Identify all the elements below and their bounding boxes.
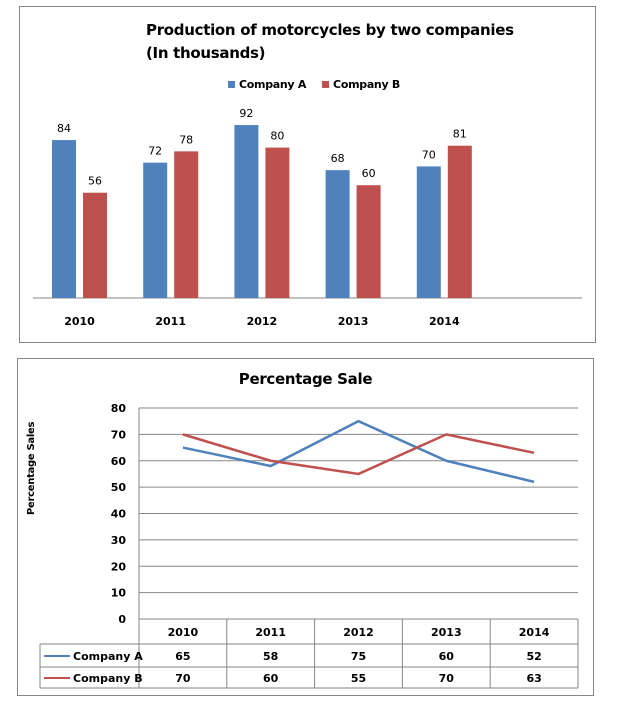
- legend-item-company-a: Company A: [228, 78, 306, 91]
- y-tick-label: 60: [111, 455, 127, 468]
- table-cell-value: 60: [263, 672, 279, 685]
- bar-data-label: 68: [331, 152, 345, 165]
- table-header-year: 2014: [519, 626, 550, 639]
- bar-company-a-2011: [143, 162, 168, 298]
- production-chart-panel: Production of motorcycles by two compani…: [19, 6, 596, 343]
- bar-company-b-2014: [447, 145, 472, 298]
- table-cell-value: 70: [175, 672, 191, 685]
- percentage-chart-panel: Percentage Sale: [17, 358, 594, 696]
- table-header-year: 2010: [168, 626, 199, 639]
- y-tick-label: 10: [111, 587, 127, 600]
- bar-data-label: 80: [270, 130, 284, 143]
- bar-data-label: 78: [179, 133, 193, 146]
- legend-label: Company B: [333, 78, 400, 91]
- bar-data-label: 81: [453, 128, 467, 141]
- bar-company-b-2010: [83, 192, 107, 298]
- legend-swatch-company-a: [228, 81, 235, 88]
- line-company-a: [182, 419, 535, 484]
- legend-item-company-b: Company B: [322, 78, 400, 91]
- y-tick-label: 20: [111, 560, 127, 573]
- legend-swatch-company-b: [322, 81, 330, 88]
- bar-company-b-2013: [356, 185, 381, 298]
- bar-data-label: 60: [362, 167, 376, 180]
- chart-title-line1: Production of motorcycles by two compani…: [146, 21, 514, 39]
- bar-chart: 84 56 2010 72 78 2011 92 80 2012 68 60 2013 70 81 2014: [33, 107, 582, 328]
- y-tick-label: 40: [111, 508, 127, 521]
- table-cell-value: 60: [439, 650, 455, 663]
- y-tick-label: 0: [118, 613, 126, 626]
- table-cell-value: 55: [351, 672, 366, 685]
- bar-company-a-2012: [234, 125, 259, 298]
- y-tick-label: 80: [111, 402, 127, 415]
- table-row-label: Company B: [73, 672, 143, 685]
- x-tick-label: 2010: [64, 315, 95, 328]
- y-tick-label: 50: [111, 481, 127, 494]
- legend-label: Company A: [239, 78, 307, 91]
- bar-company-a-2014: [416, 166, 441, 298]
- production-chart-title: Production of motorcycles by two compani…: [146, 19, 514, 65]
- bar-company-a-2013: [325, 170, 350, 298]
- line-company-b: [182, 433, 535, 476]
- y-tick-label: 70: [111, 428, 127, 441]
- table-cell-value: 70: [439, 672, 455, 685]
- table-header-year: 2011: [255, 626, 286, 639]
- bar-data-label: 84: [57, 122, 71, 135]
- table-cell-value: 65: [175, 650, 190, 663]
- table-header-year: 2013: [431, 626, 462, 639]
- table-cell-value: 75: [351, 650, 366, 663]
- bar-data-label: 72: [148, 145, 162, 158]
- y-tick-label: 30: [111, 534, 127, 547]
- bar-data-label: 56: [88, 175, 102, 188]
- x-tick-label: 2011: [155, 315, 186, 328]
- x-tick-label: 2013: [338, 315, 369, 328]
- bar-data-label: 70: [422, 148, 436, 161]
- bar-company-a-2010: [52, 140, 76, 298]
- bar-company-b-2011: [174, 151, 199, 298]
- bar-legend: Company A Company B: [228, 78, 400, 91]
- x-tick-label: 2014: [429, 315, 460, 328]
- bar-data-label: 92: [239, 107, 253, 120]
- percentage-chart-title: Percentage Sale: [238, 370, 373, 388]
- bar-company-b-2012: [265, 147, 290, 298]
- table-row-label: Company A: [73, 650, 143, 663]
- chart-subtitle: (In thousands): [146, 44, 266, 62]
- table-cell-value: 52: [526, 650, 541, 663]
- table-header-year: 2012: [343, 626, 374, 639]
- table-cell-value: 63: [526, 672, 541, 685]
- x-tick-label: 2012: [247, 315, 278, 328]
- table-cell-value: 58: [263, 650, 278, 663]
